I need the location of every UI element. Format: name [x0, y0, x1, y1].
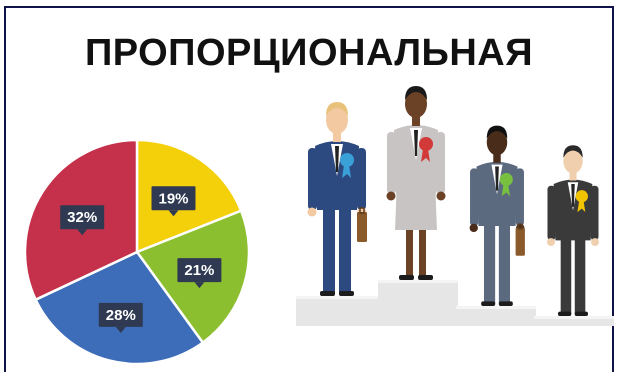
slice-label-callout: 19% — [151, 186, 196, 217]
podium-step — [296, 296, 380, 326]
slice-label-callout: 21% — [177, 258, 222, 289]
person-figure — [386, 86, 446, 280]
podium-step — [378, 280, 458, 326]
slice-label: 19% — [158, 190, 188, 207]
podium-step — [534, 316, 614, 326]
slide-title: ПРОПОРЦИОНАЛЬНАЯ — [84, 32, 534, 74]
person-figure — [469, 125, 525, 306]
slice-label: 32% — [67, 209, 97, 226]
slice-label-callout: 28% — [98, 302, 143, 333]
slice-label-callout: 32% — [60, 205, 105, 236]
person-figure — [307, 102, 367, 296]
podium-step — [456, 306, 536, 326]
slice-label: 21% — [184, 262, 214, 279]
person-figure — [547, 145, 599, 316]
slice-label: 28% — [106, 307, 136, 324]
